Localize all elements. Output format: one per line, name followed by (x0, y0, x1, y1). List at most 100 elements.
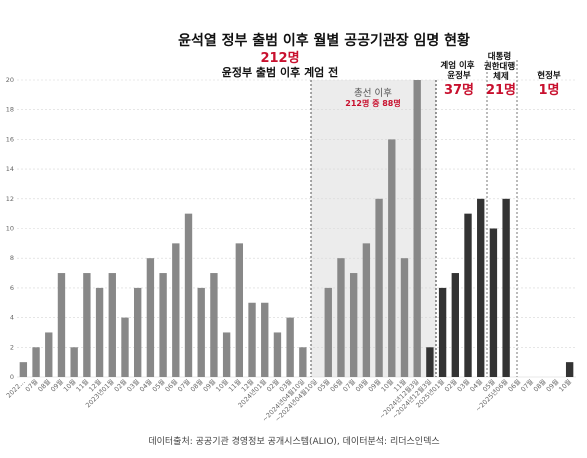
x-tick-label: 07월 (518, 377, 534, 393)
bar (413, 80, 421, 377)
region-label-acting: 대통령 권한대행 체제 (484, 51, 518, 82)
x-tick-label: 07월 (23, 377, 39, 393)
x-tick-label: 09월 (544, 377, 560, 393)
x-tick-label: 05월 (315, 377, 331, 393)
bar (248, 302, 256, 377)
x-tick-label: 11월 (74, 377, 90, 393)
bar (172, 243, 180, 377)
bar (235, 243, 244, 377)
y-axis: 0 2 4 6 8 10 12 14 16 18 20 (6, 76, 14, 381)
region-label-acting-line1: 대통령 (488, 51, 511, 62)
bar (108, 273, 116, 377)
bar (261, 302, 269, 377)
x-tick-label: 08월 (353, 377, 369, 393)
x-tick-label: 04월 (468, 377, 484, 393)
y-tick-label: 20 (6, 76, 14, 84)
bar (375, 198, 383, 377)
bar (146, 258, 155, 377)
bar (83, 273, 91, 377)
x-tick-label: 02월 (442, 377, 458, 393)
bar (222, 332, 231, 377)
x-tick-label: 02월 (264, 377, 280, 393)
y-tick-label: 4 (10, 314, 14, 322)
y-tick-label: 2 (10, 343, 14, 351)
bars (19, 80, 574, 377)
bar (464, 213, 472, 377)
region-label-post-martial-line1: 계엄 이후 (440, 60, 474, 71)
region-count-new-gov: 1명 (538, 82, 559, 98)
bar (388, 139, 396, 377)
bar (121, 317, 129, 377)
region-label-acting-line3: 체제 (493, 71, 509, 82)
y-tick-label: 18 (6, 106, 14, 114)
bar (184, 213, 193, 377)
x-tick-label: 11월 (226, 377, 242, 393)
region-label-new-gov: 현정부 (537, 70, 561, 81)
x-tick-label: 09월 (201, 377, 217, 393)
y-tick-label: 6 (10, 284, 14, 292)
y-tick-label: 8 (10, 254, 14, 262)
bar (134, 287, 142, 377)
x-tick-label: 03월 (455, 377, 471, 393)
x-tick-label: 02월 (112, 377, 128, 393)
bar (565, 362, 574, 377)
x-tick-label: 10월 (214, 377, 230, 393)
x-tick-label: 08월 (188, 377, 204, 393)
x-tick-label: 06월 (506, 377, 522, 393)
bar (502, 198, 510, 377)
bar (45, 332, 53, 377)
chart-title: 윤석열 정부 출범 이후 월별 공공기관장 임명 현황 (178, 32, 470, 49)
region-label-post-martial-line2: 윤정부 (447, 70, 471, 81)
bar (70, 347, 78, 377)
x-tick-label: 07월 (341, 377, 357, 393)
bar (286, 317, 294, 377)
region-count-acting: 21명 (486, 82, 516, 98)
bar (32, 347, 40, 377)
bar (273, 332, 282, 377)
bar (349, 273, 358, 377)
region-label-acting-line2: 권한대행 (484, 61, 515, 72)
x-tick-label: 03월 (125, 377, 141, 393)
x-tick-label: 06월 (163, 377, 179, 393)
x-axis: 2022…07월08월09월10월11월12월2023년01월02월03월04월… (5, 377, 573, 423)
x-tick-label: 06월 (328, 377, 344, 393)
annotation-detail: 212명 중 88명 (345, 98, 400, 108)
bar (324, 287, 332, 377)
bar (210, 273, 218, 377)
bar (19, 362, 28, 377)
bar (489, 228, 498, 377)
bar (362, 243, 371, 377)
bar (400, 258, 409, 377)
y-tick-label: 16 (6, 135, 14, 143)
x-tick-label: 10월 (61, 377, 77, 393)
bar (95, 287, 104, 377)
bar (197, 287, 205, 377)
x-tick-label: 04월 (137, 377, 153, 393)
bar (337, 258, 345, 377)
bar (299, 347, 307, 377)
x-tick-label: 10월 (379, 377, 395, 393)
annotation-title: 총선 이후 (354, 88, 392, 99)
bar (426, 347, 434, 377)
x-tick-label: 10월 (557, 377, 573, 393)
y-tick-label: 10 (6, 225, 14, 233)
bar (438, 287, 447, 377)
region-count-pre-martial: 212명 (260, 50, 299, 66)
y-tick-label: 14 (6, 165, 14, 173)
region-label-pre-martial: 윤정부 출범 이후 계엄 전 (222, 65, 339, 79)
y-tick-label: 12 (6, 195, 14, 203)
bar (477, 198, 485, 377)
x-tick-label: 08월 (36, 377, 52, 393)
bar (451, 273, 459, 377)
x-tick-label: 05월 (150, 377, 166, 393)
x-tick-label: 07월 (175, 377, 191, 393)
source-note: 데이터출처: 공공기관 경영정보 공개시스템(ALIO), 데이터분석: 리더스… (148, 435, 439, 447)
x-tick-label: 08월 (531, 377, 547, 393)
region-count-post-martial: 37명 (444, 82, 474, 98)
bar (57, 273, 66, 377)
x-tick-label: 09월 (366, 377, 382, 393)
bar (159, 273, 167, 377)
x-tick-label: 09월 (48, 377, 64, 393)
region-label-post-martial: 계엄 이후 윤정부 (440, 60, 477, 81)
